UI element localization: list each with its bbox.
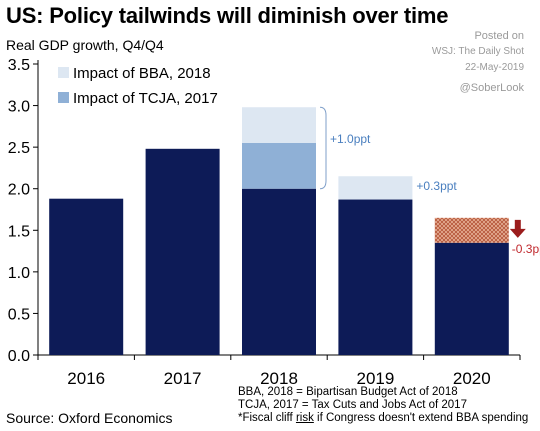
- bar-segment-2020-s0: [434, 242, 509, 355]
- x-tick-label: 2020: [453, 369, 491, 388]
- legend-swatch: [58, 67, 69, 78]
- watermark-source: WSJ: The Daily Shot: [431, 46, 524, 57]
- bar-segment-2018-s2: [242, 107, 316, 143]
- y-tick-label: 0.0: [8, 348, 30, 365]
- y-tick-label: 1.5: [8, 223, 30, 240]
- bar-segment-2019-s2: [338, 176, 413, 200]
- watermark-handle: @SoberLook: [459, 82, 524, 94]
- bracket-2018: [319, 106, 327, 190]
- bar-segment-2018-s1: [242, 142, 316, 189]
- y-tick-label: 0.5: [8, 306, 30, 323]
- annotation-2018: +1.0ppt: [330, 132, 371, 146]
- watermark-posted: Posted on: [474, 30, 524, 42]
- footnote-fiscal-cliff: *Fiscal cliff risk if Congress doesn't e…: [238, 412, 529, 424]
- source-note: Source: Oxford Economics: [6, 410, 173, 426]
- chart-subtitle: Real GDP growth, Q4/Q4: [6, 37, 164, 53]
- x-tick-label: 2017: [164, 369, 202, 388]
- annotations: +1.0ppt +0.3ppt -0.3ppt*: [319, 106, 540, 256]
- bar-segment-2017-s0: [145, 148, 220, 355]
- x-tick-label: 2016: [67, 369, 105, 388]
- y-tick-label: 2.0: [8, 182, 30, 199]
- chart-title: US: Policy tailwinds will diminish over …: [6, 3, 449, 28]
- footnotes: BBA, 2018 = Bipartisan Budget Act of 201…: [238, 386, 528, 425]
- x-tick-label: 2019: [356, 369, 394, 388]
- bar-segment-2019-s0: [338, 199, 413, 355]
- legend-label: Impact of BBA, 2018: [73, 65, 211, 82]
- footnote-tcja: TCJA, 2017 = Tax Cuts and Jobs Act of 20…: [238, 399, 467, 411]
- y-tick-label: 2.5: [8, 140, 30, 157]
- down-arrow-icon: [509, 219, 526, 238]
- y-tick-label: 1.0: [8, 265, 30, 282]
- bars: [49, 107, 509, 355]
- bar-segment-2018-s0: [242, 188, 316, 355]
- y-tick-label: 3.0: [8, 99, 30, 116]
- legend-label: Impact of TCJA, 2017: [73, 90, 218, 107]
- footnote-bba: BBA, 2018 = Bipartisan Budget Act of 201…: [238, 386, 458, 398]
- annotation-2020: -0.3ppt*: [512, 242, 540, 256]
- axes: 0.0 0.5 1.0 1.5 2.0 2.5 3.0 3.5 2016 2017 2018 2019…: [8, 57, 521, 388]
- annotation-2019: +0.3ppt: [416, 179, 457, 193]
- bar-segment-2016-s0: [49, 198, 124, 355]
- y-tick-label: 3.5: [8, 57, 30, 74]
- watermark: Posted on WSJ: The Daily Shot 22-May-201…: [384, 28, 524, 76]
- legend-swatch: [58, 92, 69, 103]
- bar-segment-2020-s3: [434, 217, 509, 243]
- watermark-date: 22-May-2019: [465, 62, 524, 73]
- legend: Impact of BBA, 2018 Impact of TCJA, 2017: [58, 65, 218, 107]
- x-tick-label: 2018: [260, 369, 298, 388]
